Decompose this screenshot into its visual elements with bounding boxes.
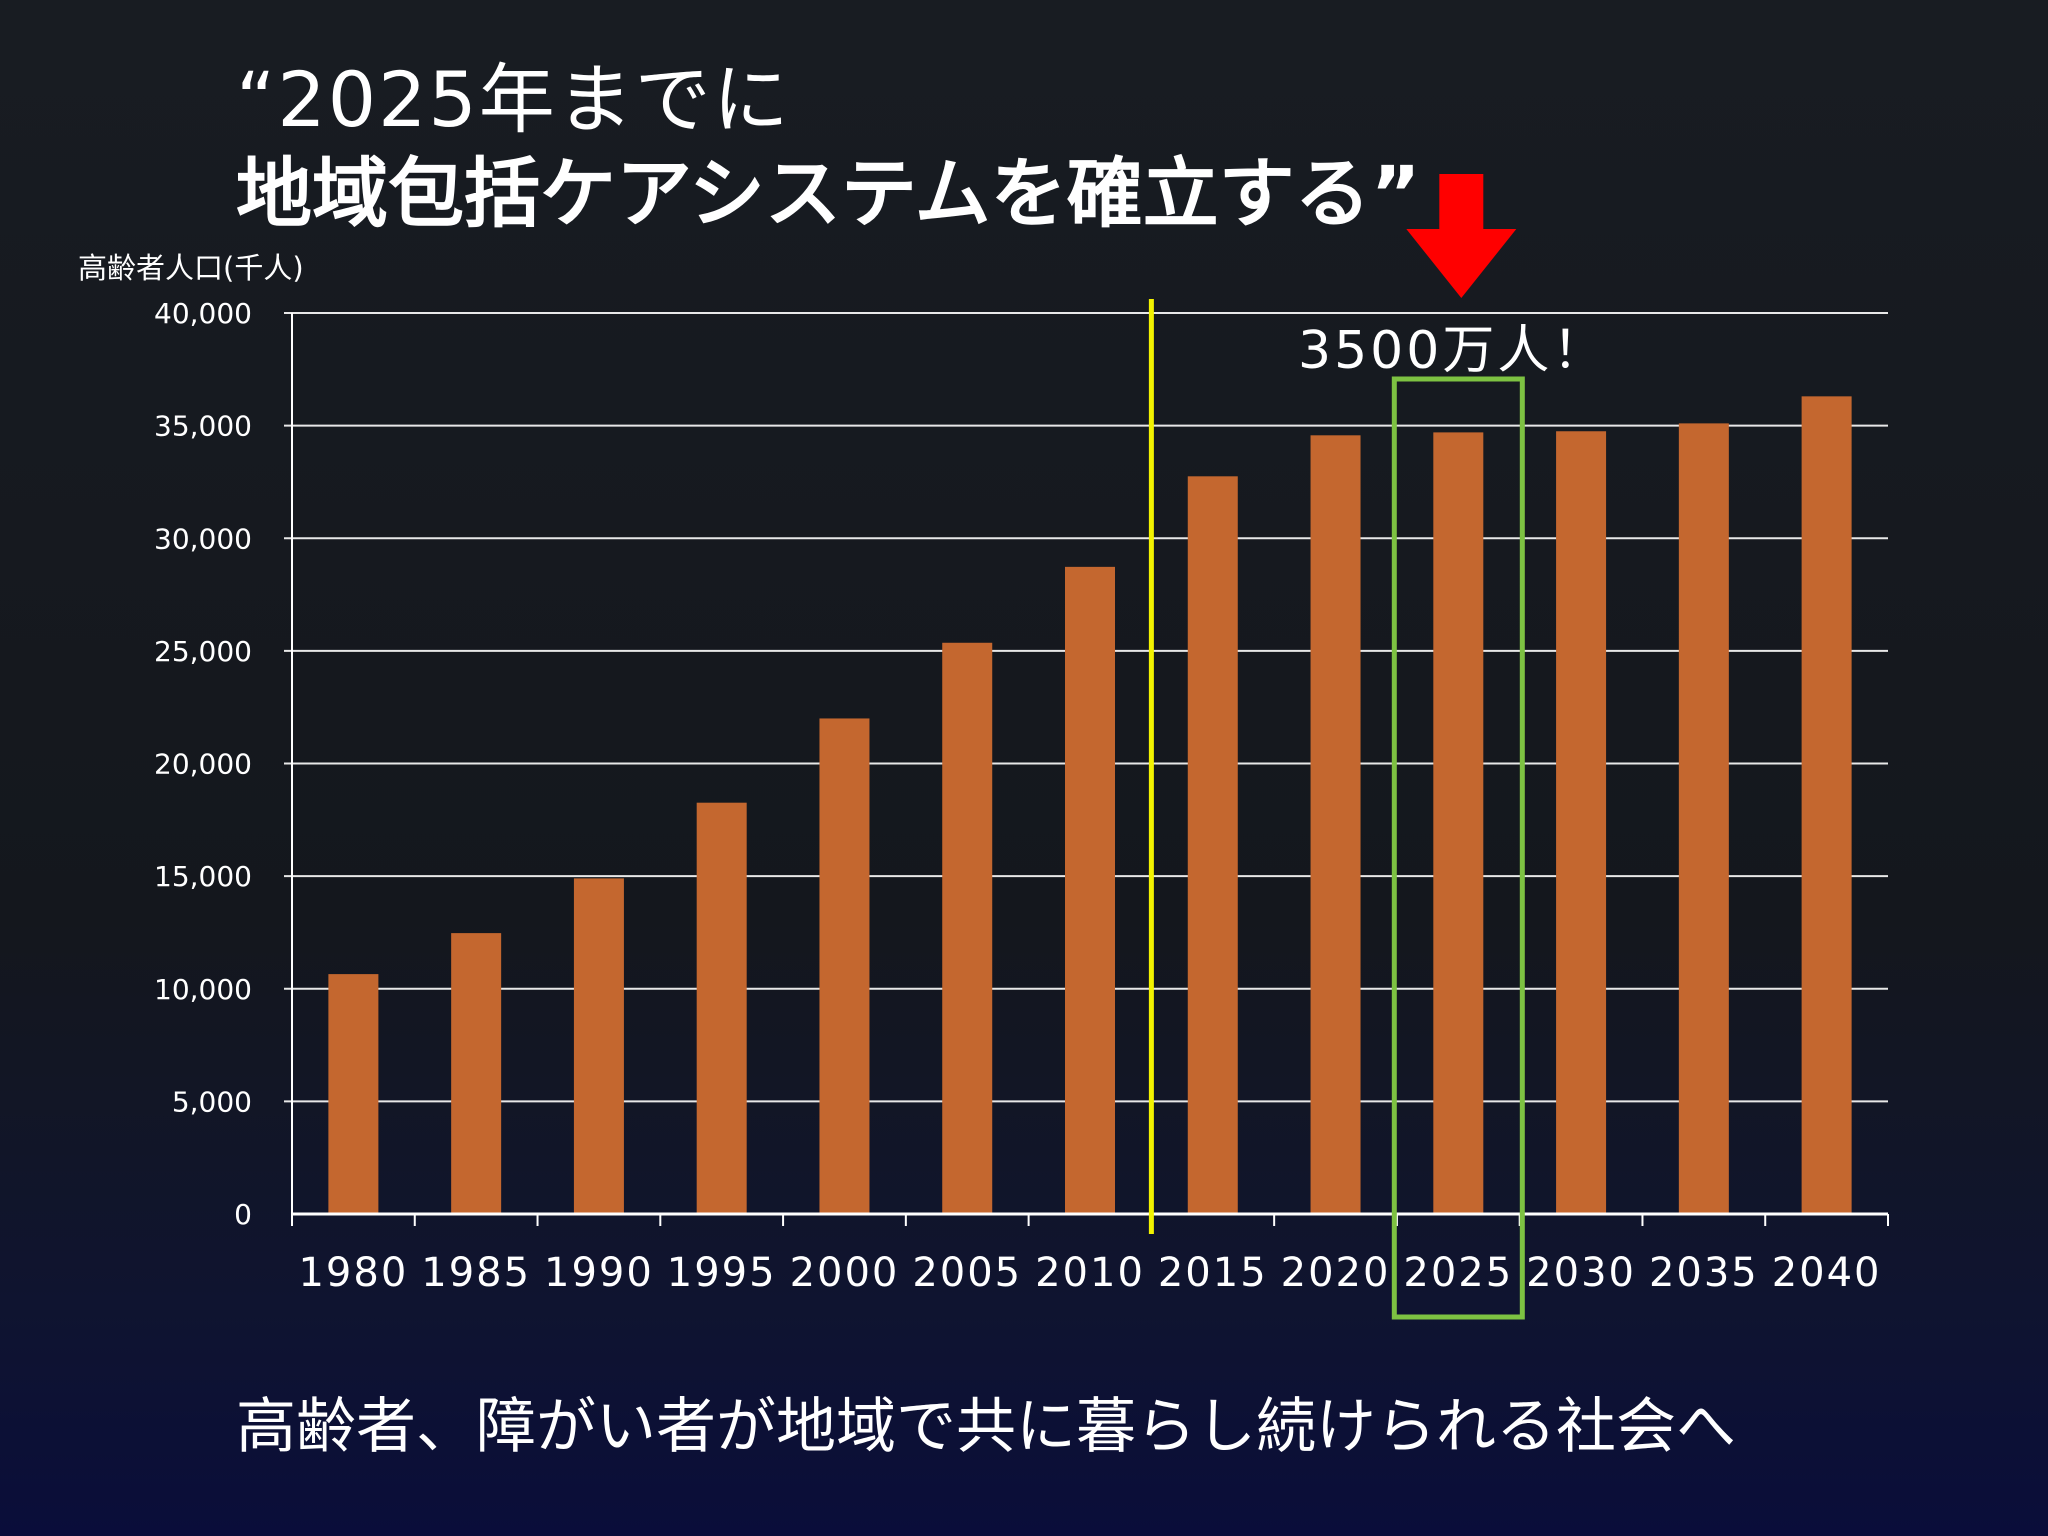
bar-1995 — [696, 802, 747, 1214]
y-tick-label: 15,000 — [154, 860, 252, 893]
bar-2025 — [1433, 432, 1484, 1214]
callout-3500man: 3500万人！ — [1298, 321, 1607, 381]
y-tick-label: 20,000 — [154, 748, 252, 781]
axes — [291, 313, 1889, 1226]
bar-2020 — [1310, 435, 1361, 1214]
x-tick-label: 2040 — [1772, 1250, 1882, 1296]
x-tick-label: 1995 — [667, 1250, 777, 1296]
bar-2010 — [1065, 566, 1115, 1214]
bar-1985 — [451, 933, 502, 1214]
bar-2000 — [819, 718, 870, 1214]
x-tick-label: 2015 — [1158, 1250, 1268, 1296]
x-tick-label: 1985 — [421, 1250, 531, 1296]
x-tick-label: 1980 — [298, 1250, 408, 1296]
footer-message: 高齢者、障がい者が地域で共に暮らし続けられる社会へ — [236, 1392, 1736, 1462]
y-tick-label: 30,000 — [154, 522, 252, 555]
x-tick-label: 2000 — [790, 1250, 900, 1296]
highlight-box — [1391, 376, 1525, 1320]
y-tick-label: 5,000 — [172, 1085, 252, 1118]
bar-2015 — [1187, 476, 1238, 1214]
y-axis-label: 高齢者人口(千人) — [78, 251, 304, 285]
x-tick-label: 1990 — [544, 1250, 654, 1296]
x-tick-label: 2025 — [1403, 1250, 1513, 1296]
bar-2030 — [1556, 431, 1607, 1215]
bar-2005 — [942, 642, 993, 1214]
title-line-1: “2025年までに — [236, 55, 791, 144]
y-tick-labels: 0 5,000 10,000 15,000 20,000 25,000 30,000 35,0… — [154, 297, 252, 1231]
bar-1980 — [328, 974, 379, 1214]
x-tick-labels: 1980 1985 1990 1995 2000 2005 2010 2015 2020 2025… — [298, 1250, 1882, 1296]
bar-2035 — [1678, 423, 1729, 1214]
bar-1990 — [573, 878, 624, 1214]
down-arrow-icon — [1406, 174, 1517, 298]
bar-2040 — [1801, 396, 1852, 1214]
x-tick-label: 2035 — [1649, 1250, 1759, 1296]
annotations — [1148, 174, 1525, 1320]
y-tick-label: 0 — [234, 1198, 252, 1231]
x-tick-label: 2020 — [1281, 1250, 1391, 1296]
title-line-2: 地域包括ケアシステムを確立する” — [236, 149, 1421, 238]
y-tick-label: 25,000 — [154, 635, 252, 668]
y-tick-label: 40,000 — [154, 297, 252, 330]
y-tick-label: 10,000 — [154, 973, 252, 1006]
y-tick-label: 35,000 — [154, 410, 252, 443]
x-tick-label: 2005 — [912, 1250, 1022, 1296]
bars — [328, 396, 1852, 1215]
x-tick-label: 2010 — [1035, 1250, 1145, 1296]
x-tick-label: 2030 — [1526, 1250, 1636, 1296]
